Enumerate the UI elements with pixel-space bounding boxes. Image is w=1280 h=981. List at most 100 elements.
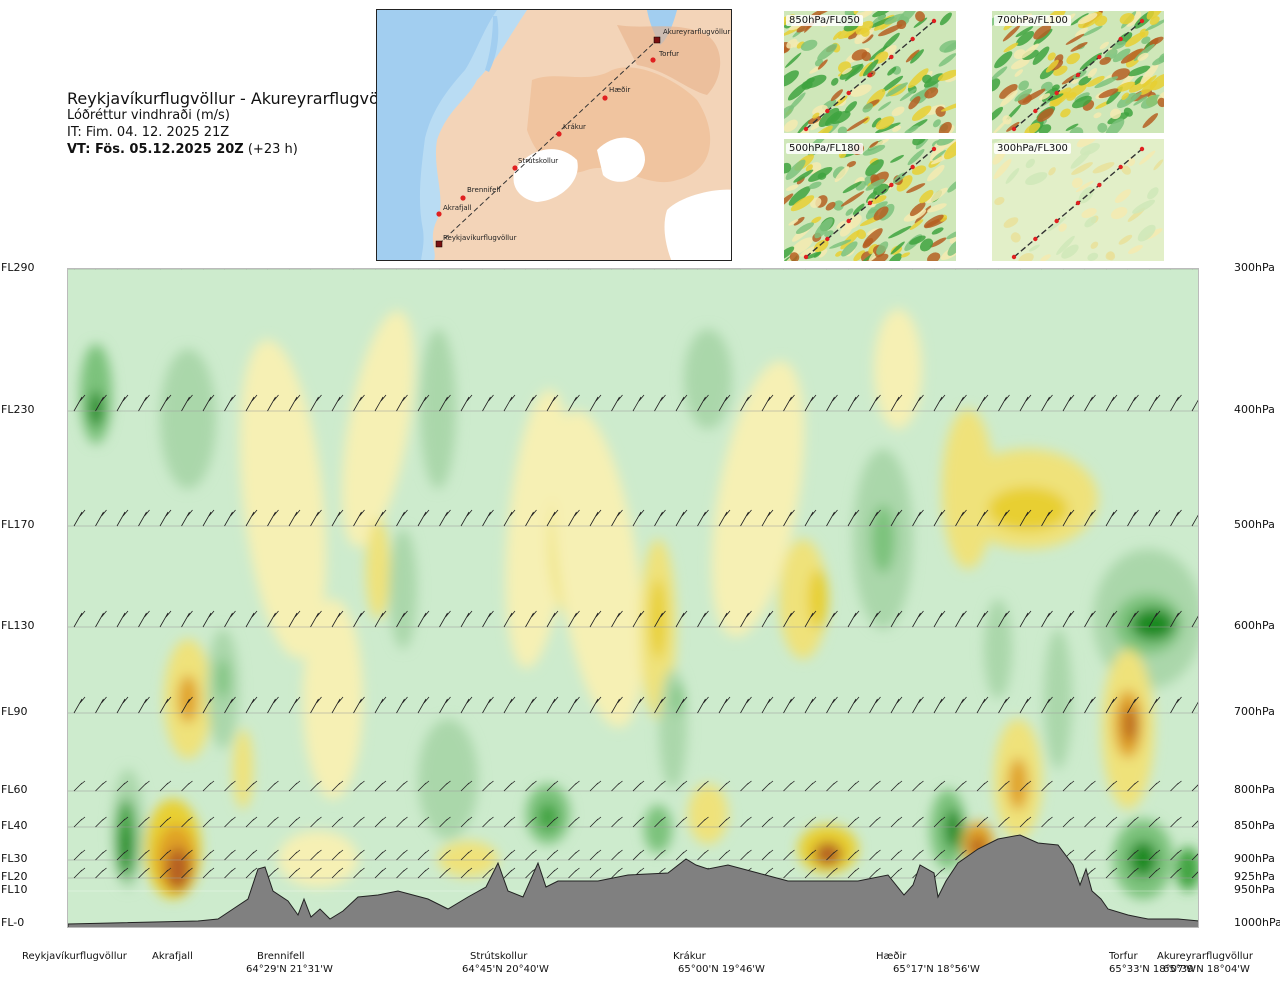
level-map-field-patch [878,24,903,37]
wind-barb [546,780,559,792]
level-map-waypoint [846,90,851,96]
flight-level-label: FL290 [1,261,35,274]
level-map-field-patch [1123,107,1133,117]
level-map-field-patch [1005,168,1020,184]
wind-barb [482,394,494,412]
wind-barb [804,849,817,861]
route-place-label-akrafjall: Akrafjall [443,204,472,212]
wind-barb [374,816,387,828]
level-map-waypoint [1139,18,1145,24]
wind-barb [181,867,193,879]
wind-barb [826,696,838,714]
level-map-field-patch [911,165,927,175]
level-map-500hpa-fl180[interactable]: 500hPa/FL180 [784,139,956,261]
wind-barb [181,610,193,628]
level-map-field-patch [784,246,795,261]
wind-barb [482,509,494,527]
level-map-field-patch [1065,33,1085,45]
wind-barb [331,867,344,879]
level-map-field-patch [1116,92,1137,108]
wind-barb [632,816,645,828]
vertical-velocity-contour [650,579,666,659]
wind-barb [740,509,752,527]
level-map-field-patch [896,175,913,192]
wind-barb [1170,816,1182,828]
level-map-field-patch [1075,27,1088,37]
level-map-field-patch [1075,180,1094,193]
wind-barb [460,610,473,628]
wind-barb [267,610,279,628]
level-map-field-patch [947,179,956,193]
level-map-field-patch [1146,11,1164,20]
wind-barb [632,394,645,412]
wind-barb [202,849,215,861]
level-map-field-patch [793,216,805,226]
wind-barb [1062,509,1075,527]
wind-barb [654,849,666,861]
wind-barb [912,394,924,412]
cross-section-panel[interactable] [67,268,1199,928]
level-map-field-patch [1111,40,1126,50]
wind-barb [331,816,344,828]
level-map-field-patch [1120,48,1144,64]
level-map-field-patch [1037,108,1054,122]
wind-barb [933,509,946,527]
wind-barb [890,849,903,861]
level-map-label: 850hPa/FL050 [786,15,863,26]
wind-barb [503,816,516,828]
wind-barb [353,610,365,628]
level-map-field-patch [1127,158,1136,167]
pressure-level-label: 800hPa [1234,783,1275,796]
level-map-field-patch [1139,28,1149,38]
wind-barb [998,610,1010,628]
route-place-label-reykjavi-kurflugvo-llur: Reykjavíkurflugvöllur [443,234,517,242]
wind-barb [783,816,795,828]
valid-time-offset: (+23 h) [247,142,298,157]
wind-barb [1084,394,1096,412]
wind-barb [460,867,473,879]
wind-barb [310,867,322,879]
wind-barb [439,849,451,861]
level-map-field-patch [936,139,955,146]
wind-barb [912,780,924,792]
wind-barb [1148,867,1161,879]
wind-barb [181,696,193,714]
wind-barb [460,849,473,861]
wind-barb [589,509,602,527]
route-places: Akureyrarflugvöllur Torfur Hæðir Krákur Strú… [435,28,730,248]
level-map-field-patch [865,159,884,176]
level-map-300hpa-fl300[interactable]: 300hPa/FL300 [992,139,1164,261]
wind-barb [525,509,537,527]
wind-barb [826,610,838,628]
wind-barb [1105,610,1118,628]
level-map-field-patch [1140,94,1162,109]
level-map-field-patch [938,121,952,133]
wind-barb [697,780,709,792]
level-map-field-patch [932,119,941,128]
level-map-field-patch [1071,95,1092,109]
wind-barb [159,849,172,861]
level-map-850hpa-fl050[interactable]: 850hPa/FL050 [784,11,956,133]
wind-barb [1105,509,1118,527]
wind-barb [1148,780,1161,792]
wind-barb [804,394,817,412]
level-map-field-patch [1058,223,1067,232]
level-map-field-patch [871,117,882,128]
wind-barb [138,610,150,628]
wind-barb [761,509,774,527]
level-map-field-patch [1132,199,1156,214]
wind-barb [912,509,924,527]
level-map-waypoint [889,182,894,188]
wind-barb [353,849,365,861]
wind-barb [632,780,645,792]
level-map-field-patch [949,232,956,244]
wind-barb [568,394,580,412]
route-overview-map[interactable]: Akureyrarflugvöllur Torfur Hæðir Krákur Strú… [376,9,732,261]
level-map-waypoint [825,108,830,114]
wind-barb [847,867,860,879]
wind-barb [460,394,473,412]
level-map-700hpa-fl100[interactable]: 700hPa/FL100 [992,11,1164,133]
wind-barb [611,867,623,879]
wind-barb [1191,853,1198,861]
wind-barb [353,696,365,714]
